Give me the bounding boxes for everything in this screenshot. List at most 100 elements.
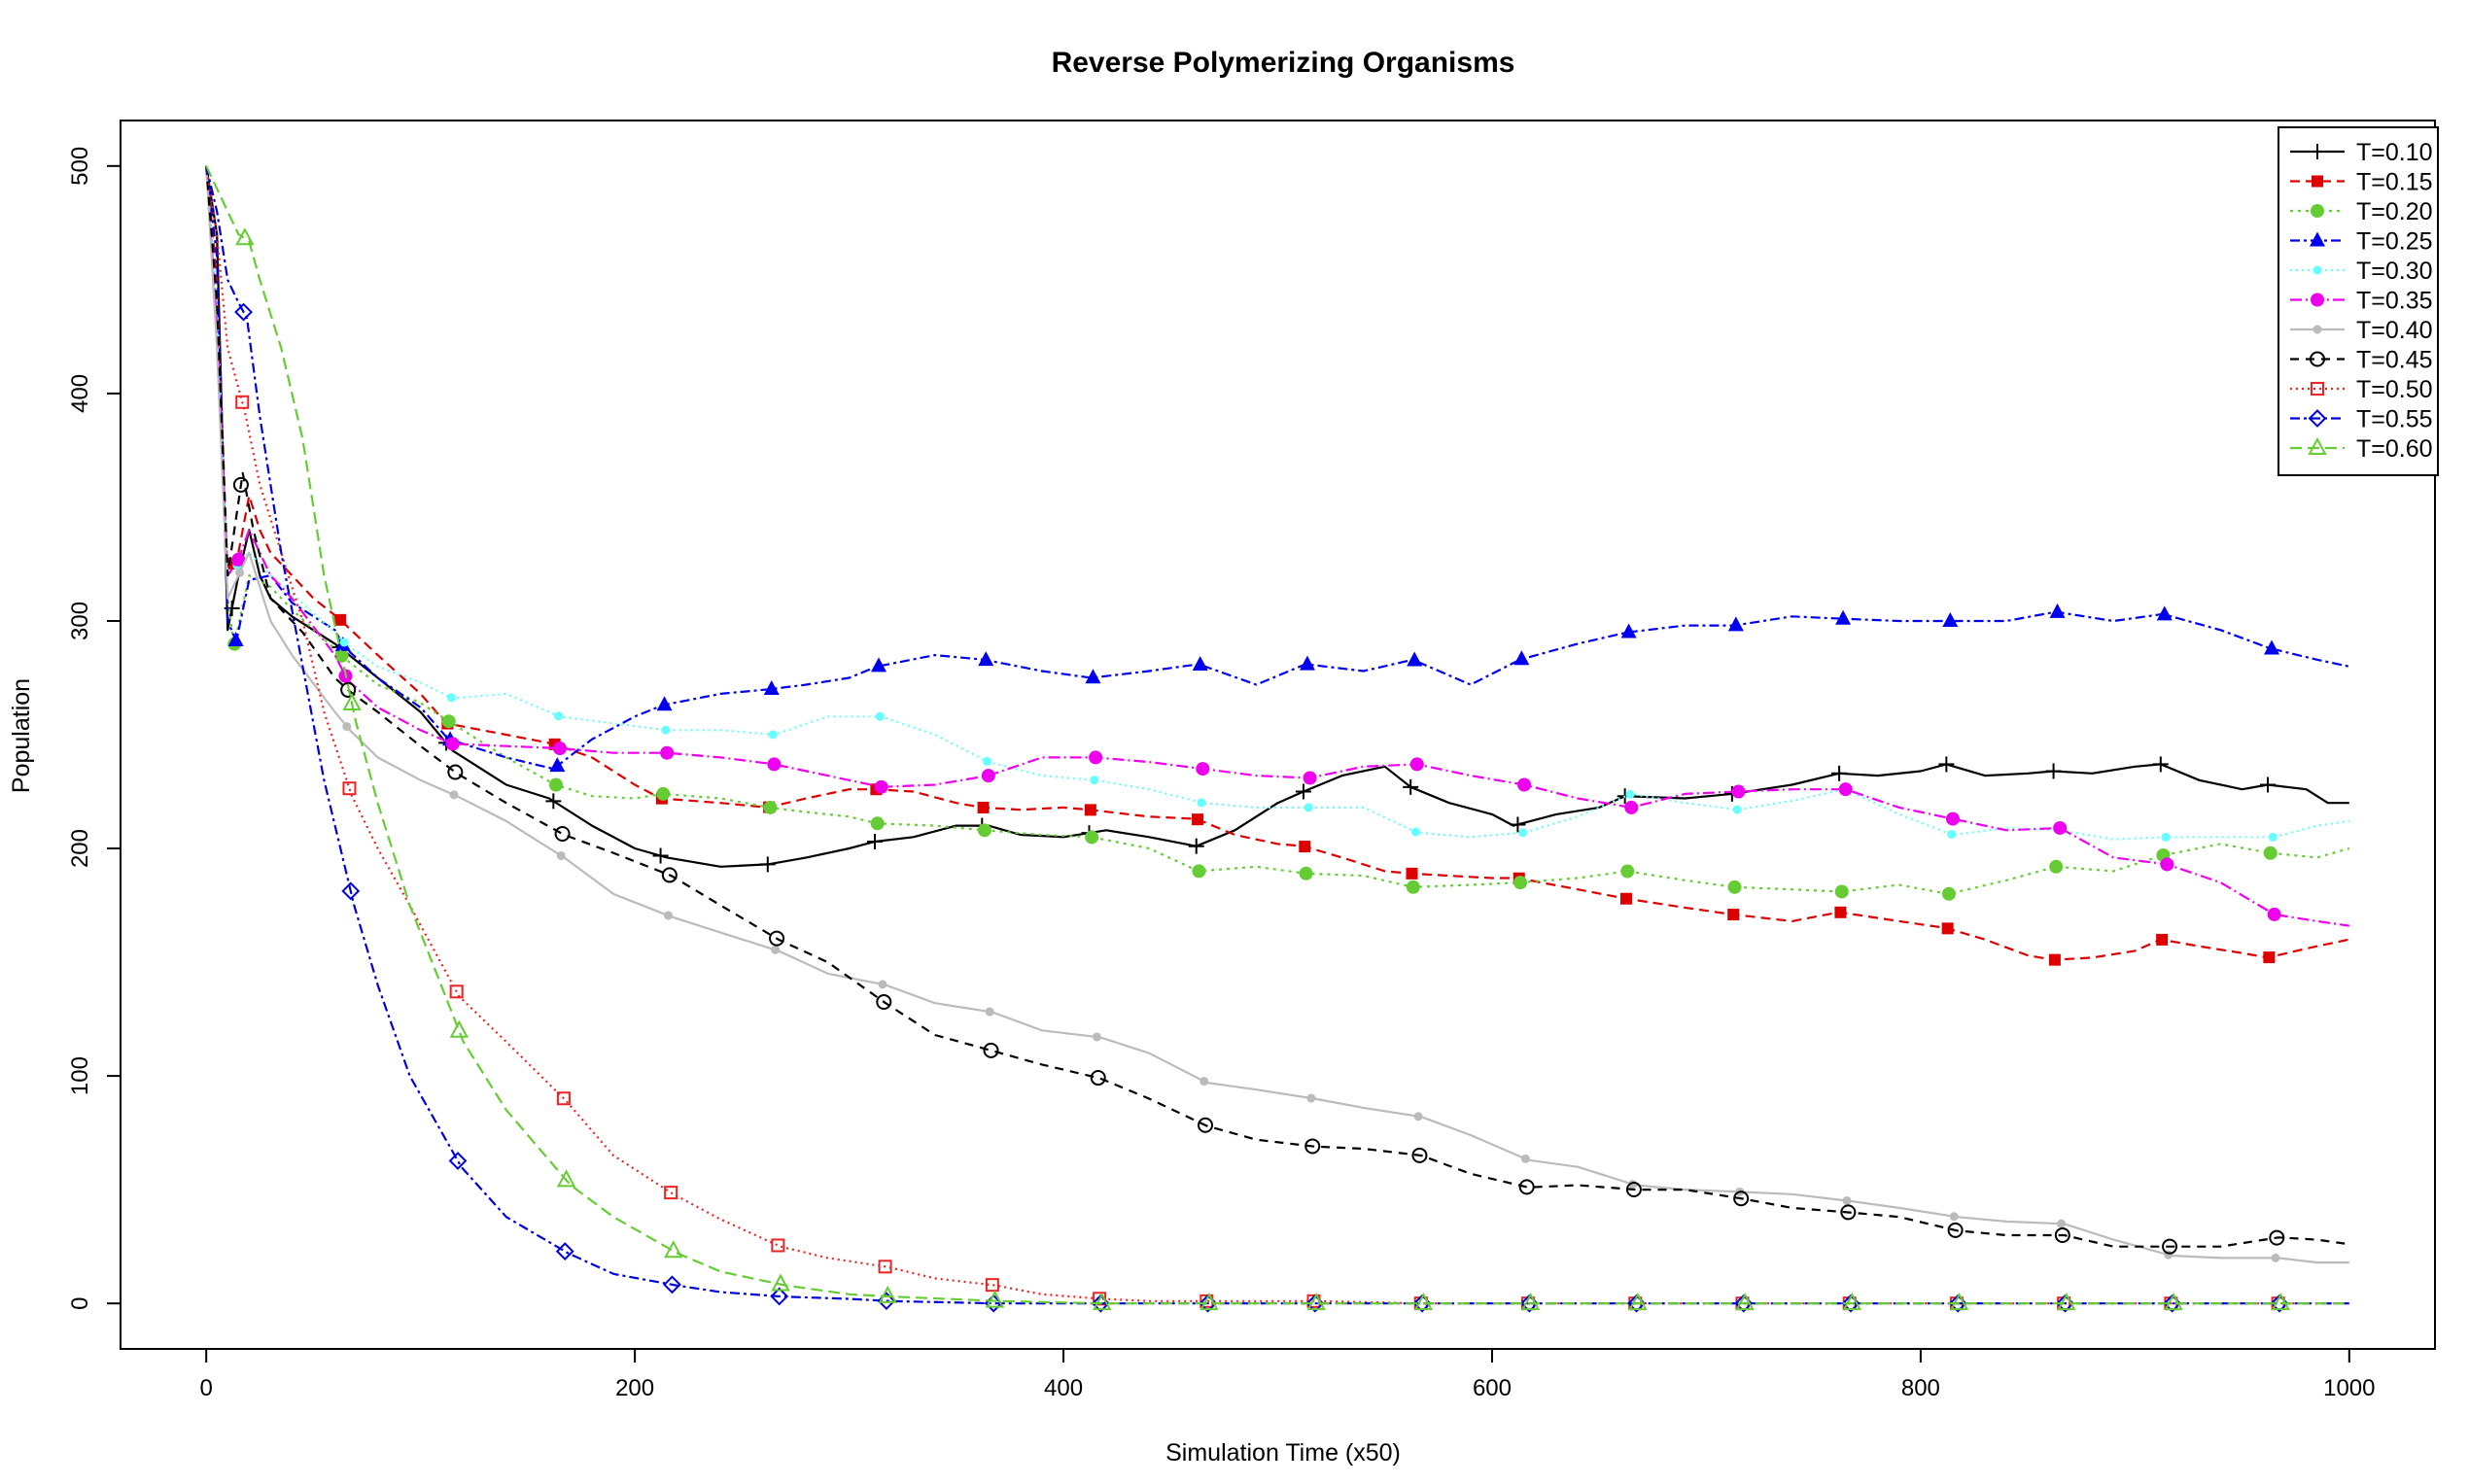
series-line — [205, 165, 2350, 896]
data-point — [1949, 1293, 1969, 1311]
data-point — [981, 769, 995, 783]
data-point — [340, 681, 357, 698]
data-point — [235, 395, 250, 409]
data-point — [660, 745, 675, 760]
data-point — [661, 725, 671, 735]
x-axis-label: Simulation Time (x50) — [1165, 1439, 1401, 1467]
series-layer — [205, 165, 2350, 1313]
data-point — [449, 1019, 469, 1038]
data-point — [449, 790, 459, 800]
data-point — [1089, 750, 1103, 765]
legend-marker — [2310, 144, 2325, 159]
data-point — [2267, 907, 2281, 921]
legend-label: T=0.15 — [2356, 169, 2433, 196]
data-point — [1192, 656, 1208, 672]
x-tick-label: 0 — [200, 1375, 213, 1401]
data-point — [661, 867, 678, 883]
data-point — [664, 1240, 683, 1259]
data-point — [1620, 623, 1637, 638]
data-point — [878, 980, 887, 989]
legend-label: T=0.55 — [2356, 406, 2433, 433]
y-tick-label: 300 — [67, 602, 93, 640]
data-point — [548, 777, 563, 792]
y-tick-label: 200 — [67, 829, 93, 868]
data-point — [2152, 756, 2169, 773]
data-point — [1304, 1138, 1321, 1155]
data-point — [876, 993, 892, 1010]
legend-label: T=0.30 — [2356, 258, 2433, 285]
legend-label: T=0.50 — [2356, 376, 2433, 403]
series-t-0-50 — [205, 165, 2349, 1311]
legend-label: T=0.60 — [2356, 435, 2433, 463]
data-point — [445, 737, 460, 751]
data-point — [1410, 827, 1420, 837]
data-point — [1200, 1293, 1219, 1311]
data-point — [1510, 816, 1526, 833]
data-point — [2156, 605, 2173, 621]
data-point — [235, 568, 245, 577]
data-point — [1838, 782, 1853, 797]
data-point — [1517, 777, 1532, 792]
data-point — [2162, 1238, 2178, 1255]
data-point — [985, 1290, 1005, 1308]
data-point — [1620, 864, 1635, 879]
y-axis: 0 100 200 300 400 500 — [67, 147, 122, 1310]
data-point — [1197, 798, 1206, 808]
data-point — [874, 779, 888, 794]
legend-entry: T=0.55 — [2290, 406, 2433, 433]
data-point — [878, 1260, 892, 1274]
legend-marker — [2310, 231, 2325, 247]
data-point — [231, 552, 246, 567]
data-point — [1625, 789, 1635, 799]
data-point — [2049, 859, 2064, 874]
data-point — [771, 1238, 785, 1253]
legend-marker — [2311, 204, 2324, 218]
data-point — [985, 1007, 994, 1017]
data-point — [1295, 783, 1311, 800]
data-point — [2160, 857, 2174, 872]
legend-label: T=0.35 — [2356, 288, 2433, 315]
data-point — [656, 786, 671, 801]
data-point — [1624, 800, 1639, 814]
data-point — [652, 847, 669, 864]
data-point — [1840, 1204, 1857, 1221]
data-point — [556, 850, 566, 860]
legend-label: T=0.40 — [2356, 317, 2433, 344]
data-point — [771, 945, 781, 954]
data-point — [1197, 1117, 1213, 1133]
data-point — [1093, 1292, 1112, 1311]
data-point — [1299, 841, 1311, 853]
series-t-0-15 — [205, 165, 2350, 966]
data-point — [1941, 922, 1954, 935]
data-point — [1192, 864, 1206, 879]
series-line — [205, 165, 2349, 841]
data-point — [1406, 867, 1418, 880]
data-point — [1727, 909, 1740, 921]
data-point — [1306, 1293, 1326, 1311]
x-tick-label: 200 — [615, 1375, 654, 1401]
data-point — [1196, 762, 1210, 777]
series-t-0-25 — [205, 165, 2350, 773]
series-t-0-35 — [205, 165, 2349, 927]
data-point — [1727, 880, 1742, 894]
series-line — [205, 165, 2350, 771]
data-point — [656, 696, 673, 711]
y-tick-label: 400 — [67, 374, 93, 413]
data-point — [664, 1186, 678, 1200]
data-point — [663, 1275, 681, 1294]
legend-entry: T=0.10 — [2290, 139, 2433, 166]
data-point — [1727, 616, 1744, 632]
legend-marker — [2308, 436, 2327, 455]
data-point — [227, 631, 244, 646]
data-point — [2045, 763, 2062, 779]
x-tick-label: 400 — [1044, 1375, 1083, 1401]
legend-label: T=0.20 — [2356, 198, 2433, 225]
chart-title: Reverse Polymerizing Organisms — [1052, 47, 1515, 79]
data-point — [2269, 1229, 2285, 1246]
series-t-0-20 — [205, 165, 2350, 901]
y-tick-label: 100 — [67, 1056, 93, 1095]
legend-label: T=0.45 — [2356, 347, 2433, 374]
data-point — [1299, 655, 1315, 671]
data-point — [875, 711, 885, 721]
legend-entry: T=0.45 — [2290, 347, 2433, 374]
